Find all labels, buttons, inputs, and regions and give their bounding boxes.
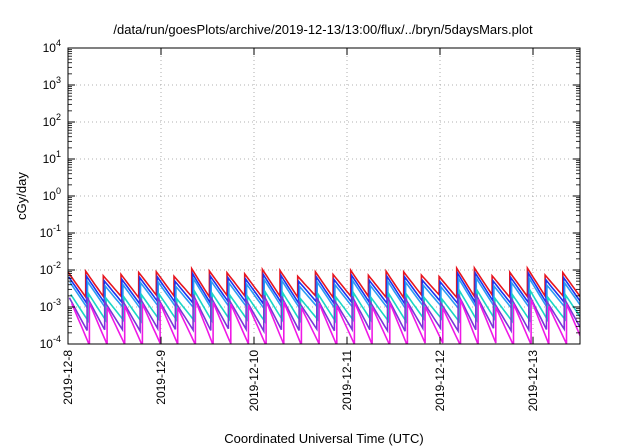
y-tick-label: 10-2 <box>40 260 61 277</box>
y-tick-label: 10-3 <box>40 297 61 314</box>
series-group <box>68 265 580 344</box>
x-axis-label: Coordinated Universal Time (UTC) <box>224 431 423 446</box>
y-axis: 10-4 10-3 10-2 10-1 100 101 102 103 104 <box>40 38 580 351</box>
x-tick-label: 2019-12-8 <box>61 350 75 405</box>
y-tick-label: 10-1 <box>40 223 61 240</box>
x-tick-label: 2019-12-12 <box>433 350 447 412</box>
series-line <box>68 265 580 301</box>
y-tick-label: 103 <box>43 75 61 92</box>
y-axis-label: cGy/day <box>14 172 29 220</box>
chart-title: /data/run/goesPlots/archive/2019-12-13/1… <box>113 22 533 37</box>
grid <box>68 48 580 344</box>
y-tick-label: 101 <box>43 149 61 166</box>
y-tick-label: 10-4 <box>40 334 61 351</box>
x-tick-label: 2019-12-10 <box>247 350 261 412</box>
y-tick-label: 104 <box>43 38 61 55</box>
y-tick-label: 102 <box>43 112 61 129</box>
series-line <box>70 299 580 344</box>
y-tick-label: 100 <box>43 186 61 203</box>
x-tick-label: 2019-12-9 <box>154 350 168 405</box>
x-tick-label: 2019-12-13 <box>526 350 540 412</box>
x-tick-label: 2019-12-11 <box>340 350 354 411</box>
x-axis: 2019-12-8 2019-12-9 2019-12-10 2019-12-11 20… <box>61 48 540 411</box>
series-line <box>68 270 580 307</box>
series-line <box>68 293 580 335</box>
